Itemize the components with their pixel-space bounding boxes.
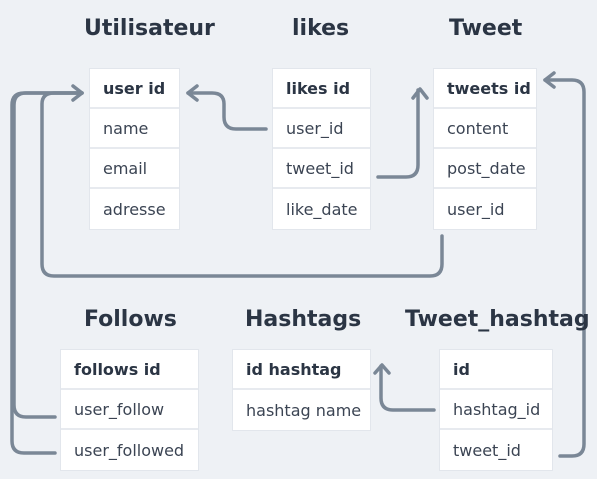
connector-hashtag — [379, 364, 436, 412]
title-tweet: Tweet — [449, 16, 523, 41]
field-name: name — [90, 109, 179, 149]
field-tweets-id: tweets id — [434, 69, 536, 109]
field-likes-tweet-id: tweet_id — [273, 149, 370, 189]
field-th-hashtag-id: hashtag_id — [440, 390, 552, 430]
arrowhead-tweethashtag-tweet — [543, 71, 556, 89]
table-hashtags: id hashtag hashtag name — [233, 350, 370, 430]
field-adresse: adresse — [103, 199, 166, 219]
field-user-id: user id — [90, 69, 179, 109]
title-likes: likes — [292, 16, 350, 41]
table-utilisateur: user id name email adresse — [90, 69, 179, 229]
field-like-date: like_date — [286, 199, 358, 219]
arrowhead-likes-tweet — [411, 87, 429, 100]
title-hashtags: Hashtags — [245, 307, 362, 332]
title-utilisateur: Utilisateur — [84, 16, 215, 41]
table-follows: follows id user_follow user_followed — [61, 350, 198, 470]
field-th-tweet-id: tweet_id — [453, 440, 521, 460]
field-likes-id: likes id — [273, 69, 370, 109]
field-follows-id: follows id — [61, 350, 198, 390]
field-hashtag-name: hashtag name — [246, 400, 362, 420]
table-tweet: tweets id content post_date user_id — [434, 69, 536, 229]
table-tweet-hashtag: id hashtag_id tweet_id — [440, 350, 552, 470]
title-follows: Follows — [84, 307, 177, 332]
field-user-follow: user_follow — [61, 390, 198, 430]
connector-likes-user — [186, 91, 268, 131]
arrowhead-likes-user — [186, 84, 199, 102]
field-tweet-user-id: user_id — [447, 199, 505, 219]
table-likes: likes id user_id tweet_id like_date — [273, 69, 370, 229]
arrowhead-hashtag — [373, 363, 391, 375]
field-user-followed: user_followed — [74, 440, 185, 460]
connector-followed-user — [10, 91, 84, 455]
field-likes-user-id: user_id — [273, 109, 370, 149]
field-id-hashtag: id hashtag — [233, 350, 370, 390]
field-th-id: id — [440, 350, 552, 390]
title-tweet-hashtag: Tweet_hashtag — [405, 307, 590, 332]
connector-likes-tweet — [376, 88, 420, 179]
connector-tweethashtag-tweet — [543, 78, 586, 458]
field-post-date: post_date — [434, 149, 536, 189]
connector-tweet-user — [40, 91, 444, 278]
field-email: email — [90, 149, 179, 189]
field-content: content — [434, 109, 536, 149]
